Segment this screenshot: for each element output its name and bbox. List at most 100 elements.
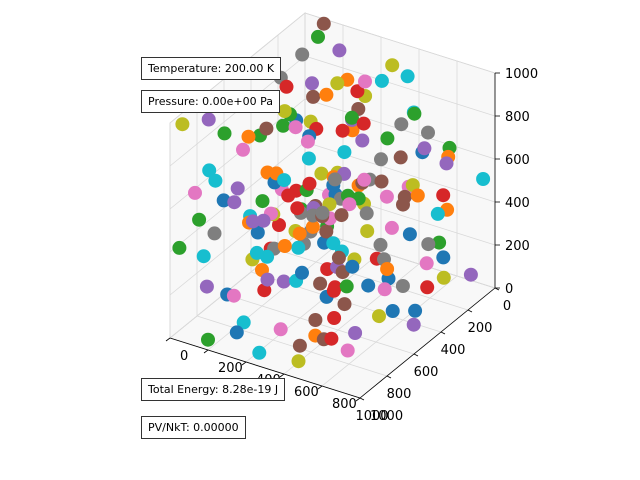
particle-point [374, 73, 389, 88]
x-tick-mark [359, 397, 365, 401]
particle-point [276, 118, 291, 133]
particle-point [332, 43, 347, 58]
particle-point [358, 74, 372, 89]
x-tick-label: 600 [414, 365, 439, 380]
grid-line [283, 263, 420, 375]
particle-point [407, 106, 422, 121]
x-tick-mark [467, 309, 473, 313]
particle-point [199, 279, 214, 294]
particle-point [207, 226, 222, 241]
particle-point [344, 110, 359, 125]
particle-point [327, 311, 342, 325]
particle-point [311, 29, 325, 44]
particle-point [396, 197, 410, 212]
particle-point [188, 185, 202, 200]
grid-line [321, 275, 458, 387]
particle-point [291, 354, 306, 369]
particle-point [356, 116, 371, 131]
particle-point [380, 262, 395, 276]
particle-point [305, 219, 320, 234]
particle-point [201, 332, 215, 347]
particle-point [319, 87, 334, 102]
particle-point [290, 201, 305, 216]
particle-point [385, 304, 400, 318]
particle-point [272, 218, 286, 232]
particle-point [463, 267, 478, 282]
particle-point [281, 188, 296, 203]
particle-point [476, 172, 491, 186]
particle-point [334, 208, 349, 223]
particle-point [172, 240, 187, 255]
particle-point [201, 112, 216, 127]
z-tick-label: 1000 [505, 67, 538, 82]
particle-point [342, 197, 357, 212]
z-tick-label: 600 [505, 153, 530, 168]
grid-line [245, 251, 382, 363]
particle-point [216, 193, 231, 208]
particle-point [326, 236, 341, 251]
y-tick-label: 1000 [370, 409, 403, 424]
particle-point [379, 189, 394, 204]
particle-point [331, 250, 346, 265]
particle-point [276, 274, 291, 289]
particle-point [277, 239, 292, 253]
particle-point [314, 166, 329, 181]
y-tick-mark [279, 373, 285, 378]
particle-point [192, 212, 207, 227]
grid-line [304, 55, 496, 117]
particle-point [279, 79, 294, 94]
particle-point [236, 315, 251, 330]
x-tick-label: 1000 [355, 409, 388, 424]
particle-point [245, 214, 260, 229]
particle-point [292, 338, 307, 353]
z-tick-label: 0 [505, 282, 513, 297]
particle-point [295, 47, 310, 62]
z-tick-label: 200 [505, 239, 530, 254]
temperature-label: Temperature: 200.00 K [141, 57, 282, 80]
axis-lines [169, 73, 496, 399]
particle-point [305, 76, 319, 91]
z-tick-label: 400 [505, 196, 530, 211]
particle-point [217, 126, 232, 141]
y-tick-label: 800 [332, 397, 357, 412]
particle-point [315, 205, 330, 220]
particle-point [373, 237, 388, 252]
y-tick-label: 0 [180, 349, 188, 364]
particle-point [227, 195, 242, 210]
particle-point [196, 249, 211, 264]
particle-point [339, 279, 354, 294]
particle-point [408, 303, 423, 318]
particle-point [432, 235, 447, 250]
tick-labels: 0200400600800100002004006008001000020040… [165, 67, 538, 424]
particle-point [421, 237, 436, 252]
y-tick-label: 200 [218, 361, 243, 376]
particle-point [250, 225, 265, 240]
particle-point [226, 288, 241, 303]
x-tick-mark [413, 353, 419, 357]
particle-point [395, 279, 410, 293]
particle-point [374, 174, 389, 189]
particle-point [175, 117, 190, 132]
particle-point [229, 325, 244, 340]
particle-point [394, 117, 409, 132]
particle-point [357, 172, 372, 187]
grid-line [169, 184, 306, 296]
particle-point [380, 131, 395, 146]
particle-point [421, 125, 435, 140]
particle-point [345, 259, 360, 274]
particle-point [337, 145, 352, 160]
particle-point [417, 141, 432, 156]
particle-point [277, 104, 292, 119]
x-tick-label: 800 [387, 387, 412, 402]
particle-point [319, 224, 334, 239]
particle-point [340, 343, 355, 358]
grid-line [277, 249, 469, 311]
particle-point [420, 280, 435, 295]
particle-point [436, 250, 451, 265]
particle-point [326, 283, 341, 298]
particle-point [259, 121, 274, 136]
grid-line [304, 141, 496, 203]
total-energy-label: Total Energy: 8.28e-19 J [141, 378, 286, 401]
particle-point [436, 188, 451, 203]
